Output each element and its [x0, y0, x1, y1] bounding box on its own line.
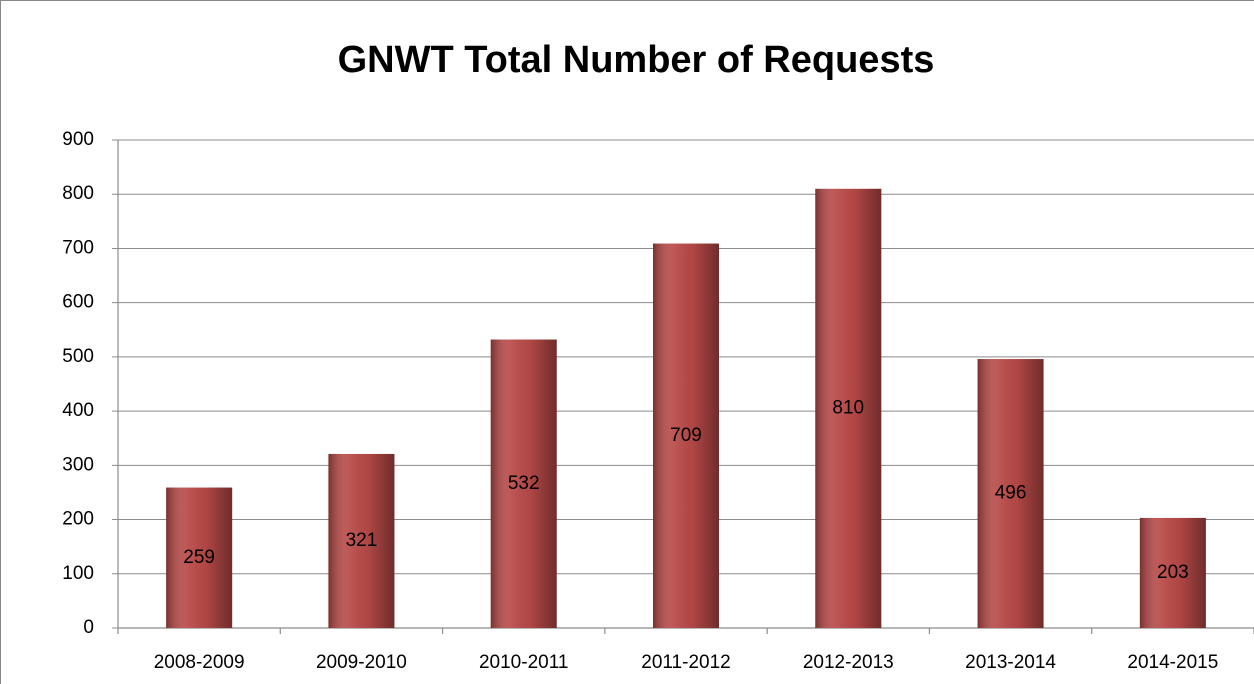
x-tick-label: 2014-2015: [1127, 652, 1218, 673]
bar-shading: [490, 339, 557, 628]
data-label: 496: [995, 483, 1027, 504]
bar-shading: [166, 487, 233, 628]
data-label: 259: [183, 547, 215, 568]
bar-shading: [977, 359, 1044, 628]
x-tick-label: 2010-2011: [479, 652, 568, 673]
x-tick-label: 2008-2009: [154, 652, 245, 673]
bar-shading: [653, 243, 719, 628]
bar-shading: [1139, 517, 1206, 628]
bar-shading: [328, 453, 395, 628]
x-tick-label: 2013-2014: [965, 652, 1056, 673]
y-tick-label: 800: [62, 183, 94, 204]
y-tick-label: 200: [62, 509, 94, 530]
y-tick-label: 700: [62, 237, 94, 258]
y-tick-label: 500: [62, 346, 94, 367]
y-tick-label: 900: [62, 129, 94, 150]
data-label: 532: [508, 473, 540, 494]
y-tick-label: 400: [62, 400, 94, 421]
data-label: 810: [832, 397, 864, 418]
bar-shading: [815, 188, 882, 629]
data-label: 709: [670, 425, 702, 446]
y-tick-label: 300: [62, 454, 94, 475]
y-tick-label: 0: [83, 617, 94, 638]
x-tick-label: 2009-2010: [316, 652, 407, 673]
x-tick-label: 2012-2013: [803, 652, 894, 673]
data-label: 321: [346, 530, 378, 551]
x-tick-label: 2011-2012: [641, 652, 730, 673]
y-tick-label: 600: [62, 292, 94, 313]
y-tick-label: 100: [62, 563, 94, 584]
chart-title: GNWT Total Number of Requests: [338, 39, 935, 81]
data-label: 203: [1157, 562, 1189, 583]
